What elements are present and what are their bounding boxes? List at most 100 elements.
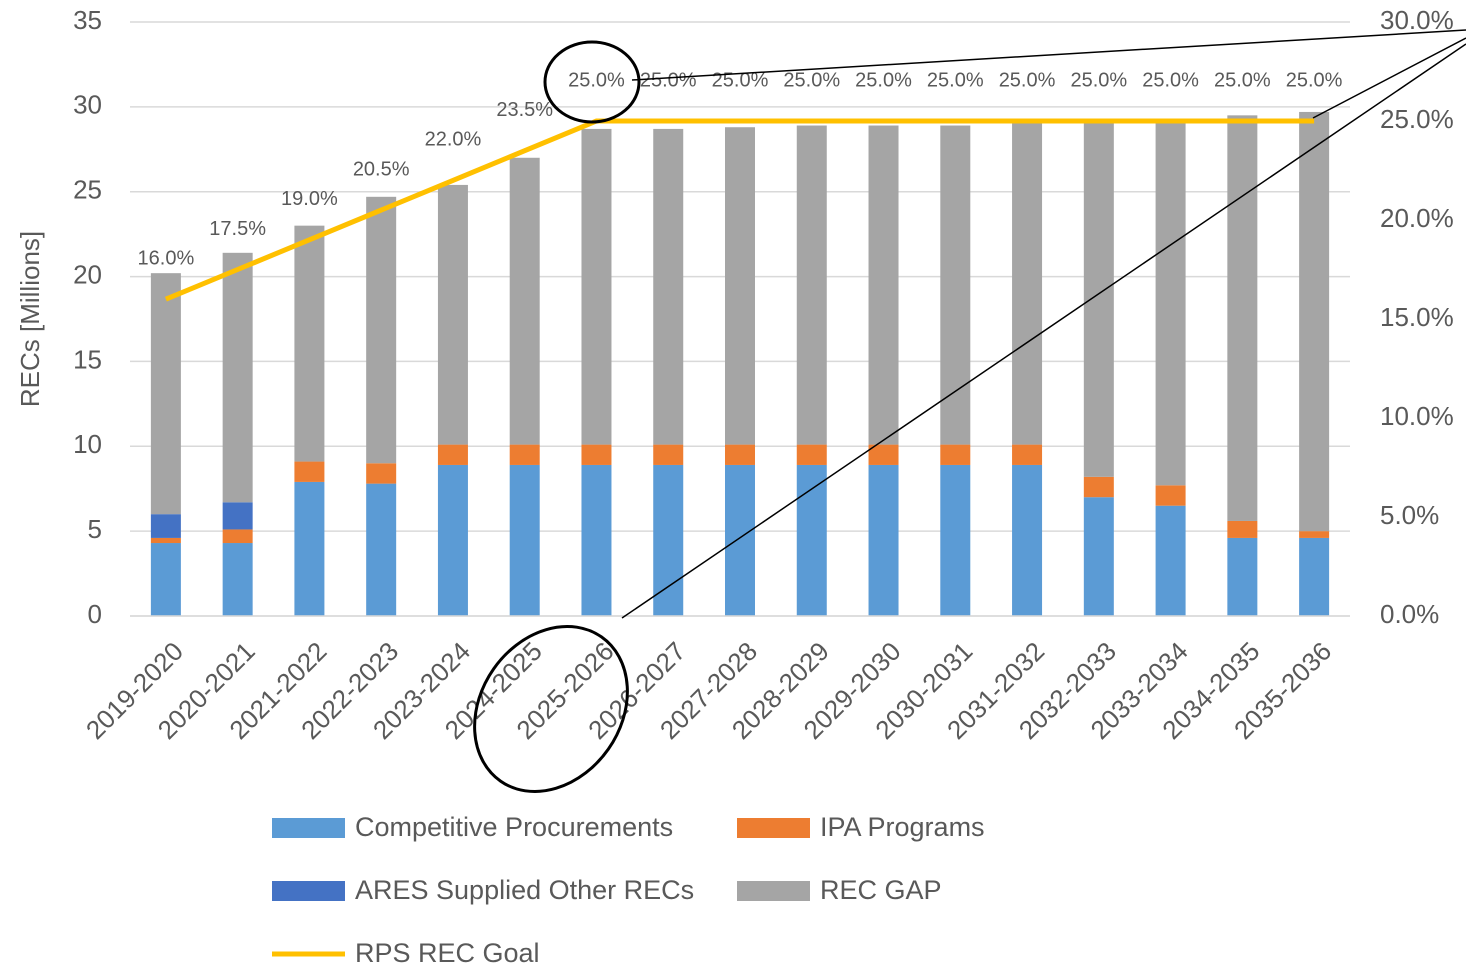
bar-segment	[653, 464, 684, 616]
bar-segment	[940, 125, 971, 445]
bar-segment	[1227, 115, 1258, 521]
y-tick-label: 35	[73, 5, 102, 35]
y-tick-label: 5	[88, 514, 102, 544]
goal-line	[164, 118, 1315, 302]
bar-segment	[509, 157, 540, 445]
y2-tick-label: 5.0%	[1380, 500, 1439, 530]
bar-segment	[366, 196, 397, 464]
bar-segment	[581, 128, 612, 445]
y2-tick-label: 0.0%	[1380, 599, 1439, 629]
bar-segment	[940, 444, 971, 465]
data-label: 25.0%	[1286, 69, 1343, 91]
annotation-line	[631, 29, 1466, 81]
bar-segment	[437, 184, 468, 445]
bar-segment	[868, 444, 899, 465]
bar-segment	[1299, 531, 1330, 538]
bar-segment	[222, 252, 253, 503]
bar-segment	[940, 464, 971, 616]
bar-segment	[1227, 537, 1258, 616]
y-tick-label: 0	[88, 599, 102, 629]
data-label: 25.0%	[999, 69, 1056, 91]
bar-segment	[294, 225, 325, 462]
y-tick-label: 25	[73, 175, 102, 205]
bar-segment	[222, 529, 253, 544]
bar-segment	[1299, 111, 1330, 532]
y-tick-label: 20	[73, 259, 102, 289]
bar-segment	[150, 537, 181, 544]
y2-tick-label: 20.0%	[1380, 203, 1454, 233]
bar-segment	[581, 464, 612, 616]
bar-segment	[509, 444, 540, 465]
legend-swatch	[737, 881, 810, 901]
y2-tick-label: 15.0%	[1380, 302, 1454, 332]
data-label: 22.0%	[425, 129, 482, 151]
bar-segment	[294, 461, 325, 482]
bar-segment	[150, 543, 181, 616]
data-label: 25.0%	[568, 69, 625, 91]
data-label: 25.0%	[783, 69, 840, 91]
y-axis-title: RECs [Millions]	[15, 231, 45, 407]
bar-segment	[1083, 476, 1114, 498]
bar-segment	[1155, 505, 1186, 616]
y2-tick-label: 25.0%	[1380, 104, 1454, 134]
data-label: 25.0%	[1142, 69, 1199, 91]
data-label: 23.5%	[496, 99, 553, 121]
bar-segment	[437, 444, 468, 465]
data-label: 16.0%	[138, 247, 195, 269]
legend-swatch	[272, 881, 345, 901]
data-label: 17.5%	[209, 218, 266, 240]
y-tick-label: 15	[73, 344, 102, 374]
data-label: 25.0%	[1070, 69, 1127, 91]
legend-swatch	[272, 818, 345, 838]
annotation-line	[1312, 37, 1466, 119]
legend-label: ARES Supplied Other RECs	[355, 875, 694, 905]
legend-label: Competitive Procurements	[355, 812, 673, 842]
annotations	[473, 29, 1466, 794]
bar-segment	[725, 444, 755, 465]
legend-label: IPA Programs	[820, 812, 985, 842]
bar-segment	[1299, 537, 1330, 616]
legend-swatch	[737, 818, 810, 838]
highlight-ellipse	[473, 624, 629, 794]
data-label: 25.0%	[1214, 69, 1271, 91]
bar-segment	[868, 125, 899, 445]
y-tick-label: 30	[73, 90, 102, 120]
bar-segment	[725, 127, 755, 445]
bar-segment	[1083, 497, 1114, 616]
bar-segment	[150, 273, 181, 515]
bar-segment	[150, 514, 181, 538]
bar-segment	[653, 444, 684, 465]
legend-label: RPS REC Goal	[355, 938, 540, 968]
bar-segment	[796, 125, 827, 445]
y2-tick-label: 30.0%	[1380, 5, 1454, 35]
bar-segment	[725, 464, 755, 616]
bar-segment	[294, 481, 325, 616]
bar-segment	[1083, 120, 1114, 477]
highlight-ellipse	[543, 40, 641, 124]
bar-segment	[1155, 485, 1186, 506]
legend-label: REC GAP	[820, 875, 942, 905]
annotation-line	[621, 43, 1466, 619]
bar-segment	[796, 464, 827, 616]
bar-segment	[1012, 444, 1043, 465]
bar-segment	[1012, 122, 1043, 445]
y-tick-label: 10	[73, 429, 102, 459]
bar-segment	[366, 483, 397, 616]
data-label: 25.0%	[927, 69, 984, 91]
bar-segment	[222, 543, 253, 616]
bar-segment	[796, 444, 827, 465]
bar-segment	[509, 464, 540, 616]
bar-segment	[222, 502, 253, 530]
data-label: 19.0%	[281, 188, 338, 210]
bar-segment	[437, 464, 468, 616]
bar-segment	[366, 463, 397, 484]
bar-segment	[581, 444, 612, 465]
data-label: 20.5%	[353, 158, 410, 180]
data-label: 25.0%	[640, 69, 697, 91]
bar-segment	[1012, 464, 1043, 616]
bar-segment	[1227, 520, 1258, 538]
bar-segment	[1155, 118, 1186, 486]
bar-segment	[653, 128, 684, 445]
bar-segment	[868, 464, 899, 616]
